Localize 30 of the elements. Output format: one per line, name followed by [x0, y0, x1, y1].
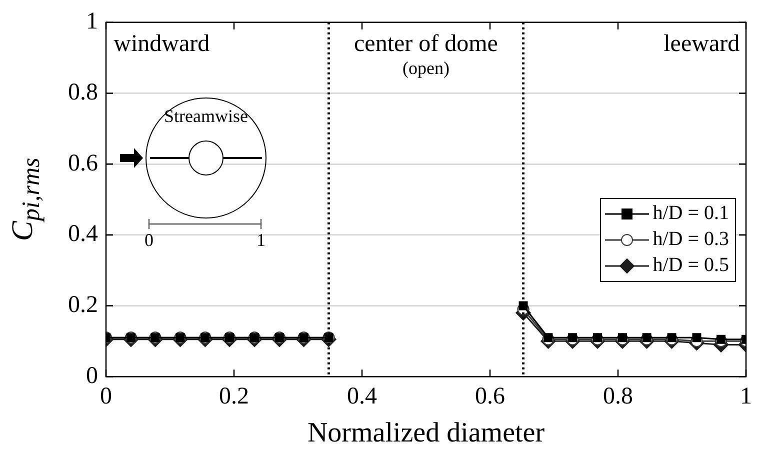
- point: [593, 333, 602, 342]
- point: [667, 333, 676, 342]
- annotation: 0: [144, 230, 154, 251]
- annotation: Streamwise: [164, 106, 248, 127]
- annotation: 1: [256, 230, 266, 251]
- x-tick-label: 0.4: [347, 383, 377, 410]
- y-tick-label: 0.8: [68, 80, 98, 106]
- y-tick-label: 0.4: [68, 221, 98, 248]
- annotation: center of dome: [354, 31, 498, 58]
- y-tick-label: 0: [86, 362, 98, 389]
- point: [692, 333, 702, 342]
- y-tick-label: 0.2: [68, 292, 98, 318]
- point: [544, 333, 553, 342]
- point: [716, 334, 726, 344]
- x-tick-label: 0.6: [475, 383, 505, 410]
- legend-label: h/D = 0.1: [652, 202, 729, 225]
- annotation: leeward: [664, 31, 740, 58]
- point: [618, 333, 627, 342]
- annotation: windward: [114, 31, 210, 58]
- y-tick-label: 1: [86, 8, 98, 35]
- legend-label: h/D = 0.5: [652, 254, 729, 277]
- x-tick-label: 0.8: [603, 383, 633, 410]
- x-tick-label: 1: [740, 383, 752, 410]
- annotation: (open): [402, 58, 450, 79]
- x-tick-label: 0.2: [219, 383, 249, 410]
- x-axis-title: Normalized diameter: [307, 418, 546, 449]
- point: [642, 333, 652, 342]
- y-tick-label: 0.6: [68, 150, 98, 176]
- point: [568, 333, 578, 342]
- legend-label: h/D = 0.3: [652, 228, 729, 251]
